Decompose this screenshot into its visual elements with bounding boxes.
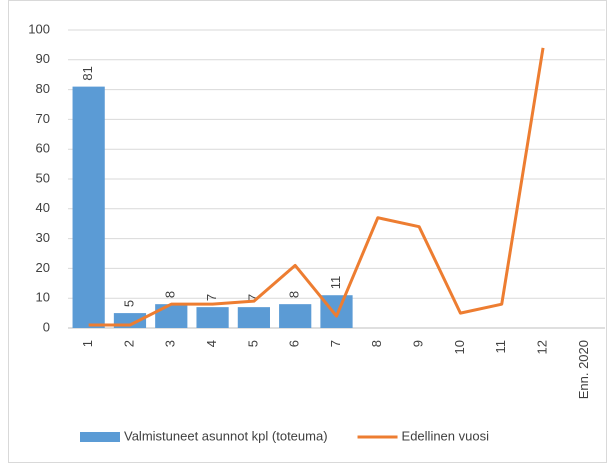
x-tick-label: 6 [287, 340, 302, 347]
bar [279, 304, 312, 328]
x-tick-label: 8 [369, 340, 384, 347]
x-tick-label: 7 [328, 340, 343, 347]
line [88, 47, 545, 327]
x-tick-label: 4 [204, 340, 219, 347]
data-label: 7 [245, 294, 260, 301]
y-tick-label: 30 [36, 230, 50, 245]
x-tick-label: 2 [121, 340, 136, 347]
data-label: 81 [80, 66, 95, 80]
bar [72, 86, 105, 329]
legend-swatch [80, 432, 120, 442]
legend-label: Edellinen vuosi [402, 428, 490, 443]
data-label: 8 [287, 291, 302, 298]
y-tick-label: 60 [36, 141, 50, 156]
y-tick-label: 40 [36, 200, 50, 215]
x-tick-label: 5 [245, 340, 260, 347]
y-tick-label: 50 [36, 170, 50, 185]
x-tick-label: 11 [493, 340, 508, 354]
x-tick-label: 9 [411, 340, 426, 347]
y-tick-label: 0 [43, 319, 50, 334]
y-tick-label: 10 [36, 290, 50, 305]
x-tick-label: Enn. 2020 [576, 340, 591, 399]
x-tick-label: 1 [80, 340, 95, 347]
x-tick-label: 12 [534, 340, 549, 354]
y-tick-label: 20 [36, 260, 50, 275]
data-label: 5 [121, 300, 136, 307]
legend-label: Valmistuneet asunnot kpl (toteuma) [124, 428, 328, 443]
y-tick-label: 70 [36, 111, 50, 126]
y-tick-label: 90 [36, 51, 50, 66]
bar [237, 307, 270, 328]
data-label: 7 [204, 294, 219, 301]
data-label: 11 [328, 276, 343, 290]
y-tick-label: 100 [28, 21, 50, 36]
data-label: 8 [163, 291, 178, 298]
y-tick-label: 80 [36, 81, 50, 96]
x-tick-label: 3 [163, 340, 178, 347]
bar [155, 304, 188, 328]
chart-frame [8, 0, 607, 463]
x-tick-label: 10 [452, 340, 467, 354]
bar [196, 307, 229, 328]
